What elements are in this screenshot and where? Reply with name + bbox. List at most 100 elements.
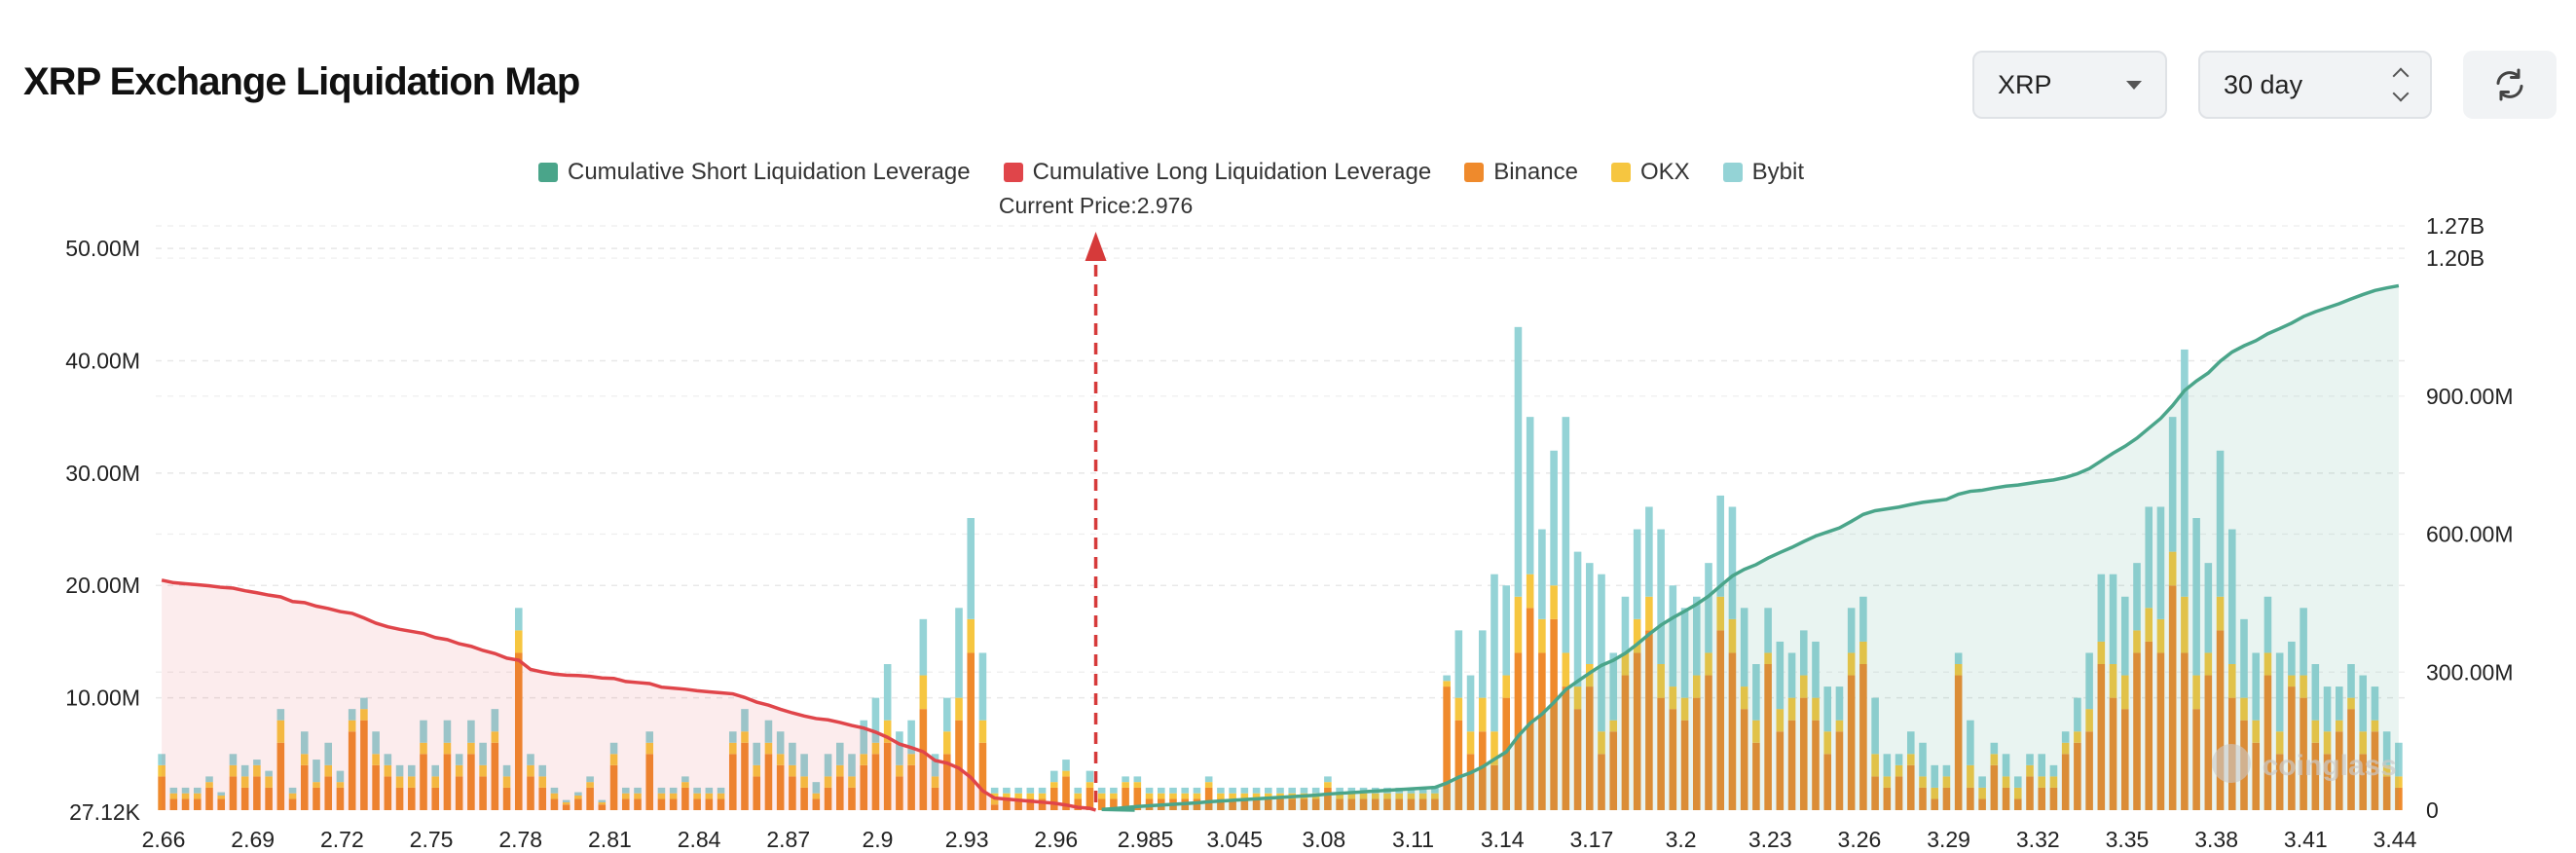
bar-okx (2311, 720, 2320, 743)
bar-binance (1538, 652, 1546, 810)
bar-okx (2252, 720, 2261, 743)
bar-binance (1086, 787, 1094, 810)
bar-binance (420, 754, 427, 810)
legend-item[interactable]: Cumulative Long Liquidation Leverage (1003, 159, 1431, 186)
bar-binance (634, 798, 642, 810)
bar-binance (2061, 754, 2070, 810)
bar-binance (1478, 731, 1487, 810)
bar-bybit (538, 764, 547, 777)
bar-bybit (502, 764, 511, 777)
bar-bybit (1418, 787, 1427, 794)
bar-bybit (2168, 417, 2177, 552)
y-tick-left: 50.00M (65, 236, 140, 261)
bar-binance (1787, 720, 1796, 810)
bar-bybit (2359, 675, 2368, 732)
bar-binance (1311, 798, 1320, 810)
bar-okx (324, 764, 333, 777)
bar-bybit (1003, 787, 1011, 794)
bar-binance (1003, 798, 1011, 810)
bar-binance (1062, 776, 1070, 810)
range-select[interactable]: 30 day (2198, 51, 2432, 119)
bar-binance (789, 776, 796, 810)
bar-binance (1014, 798, 1022, 810)
bar-bybit (1573, 551, 1582, 687)
bar-bybit (2026, 754, 2034, 765)
bar-bybit (942, 697, 951, 732)
bar-okx (931, 776, 939, 788)
bar-binance (1728, 652, 1737, 810)
bar-bybit (336, 770, 345, 783)
bar-okx (313, 782, 320, 788)
bar-bybit (1692, 596, 1701, 676)
bar-binance (1823, 754, 1832, 810)
bar-okx (229, 764, 238, 777)
legend-item[interactable]: Binance (1464, 159, 1578, 186)
bar-okx (276, 720, 285, 743)
bar-bybit (2252, 652, 2261, 721)
bar-bybit (2216, 450, 2225, 597)
bar-bybit (1193, 787, 1201, 794)
bar-bybit (1740, 608, 1748, 687)
bar-bybit (1311, 787, 1320, 794)
bar-okx (848, 776, 856, 788)
bar-okx (1133, 782, 1142, 788)
y-tick-right: 1.27B (2426, 213, 2484, 239)
bar-binance (574, 798, 582, 810)
bar-bybit (562, 799, 570, 802)
bar-okx (384, 764, 392, 777)
legend-swatch (1610, 163, 1631, 182)
bar-okx (1823, 731, 1832, 755)
bar-bybit (1014, 787, 1022, 794)
bar-binance (896, 776, 903, 810)
bar-okx (514, 630, 523, 653)
bar-binance (562, 804, 570, 810)
bar-okx (1229, 793, 1236, 799)
bar-bybit (300, 731, 309, 755)
y-tick-left: 40.00M (65, 348, 140, 373)
bar-bybit (669, 787, 678, 794)
bar-bybit (789, 742, 796, 765)
bar-okx (764, 742, 773, 755)
bar-bybit (764, 720, 773, 743)
bar-bybit (2181, 349, 2189, 597)
bar-okx (2120, 675, 2129, 710)
bar-bybit (2109, 574, 2117, 664)
refresh-button[interactable] (2463, 51, 2557, 119)
bar-binance (681, 787, 689, 810)
bar-okx (598, 801, 607, 805)
bar-okx (741, 731, 749, 743)
bar-bybit (2288, 641, 2296, 676)
bar-bybit (2192, 518, 2200, 676)
bar-bybit (2347, 664, 2355, 698)
legend-item[interactable]: OKX (1610, 159, 1690, 186)
bar-bybit (860, 720, 868, 755)
bar-bybit (1300, 787, 1308, 794)
bar-okx (967, 618, 975, 653)
bar-bybit (1728, 506, 1737, 619)
bar-okx (1395, 793, 1404, 799)
bar-okx (2240, 697, 2248, 721)
coin-select[interactable]: XRP (1972, 51, 2167, 119)
bar-bybit (193, 787, 202, 794)
bar-bybit (871, 697, 880, 743)
x-tick-label: 2.93 (945, 827, 989, 852)
bar-okx (1978, 787, 1986, 799)
legend-item[interactable]: Bybit (1722, 159, 1804, 186)
x-tick-label: 3.045 (1206, 827, 1263, 852)
bar-bybit (967, 518, 975, 619)
bar-binance (2156, 652, 2165, 810)
bar-binance (753, 776, 761, 810)
bar-bybit (1347, 787, 1356, 794)
legend-item[interactable]: Cumulative Short Liquidation Leverage (538, 159, 971, 186)
bar-binance (1026, 798, 1035, 810)
bar-binance (1573, 709, 1582, 810)
bar-binance (2371, 731, 2379, 810)
bar-bybit (1431, 787, 1439, 794)
bar-okx (609, 754, 618, 765)
bar-bybit (1752, 664, 1760, 721)
bar-bybit (1942, 764, 1951, 777)
bar-bybit (1122, 776, 1129, 783)
bar-okx (1835, 720, 1844, 732)
bar-okx (2049, 776, 2058, 788)
